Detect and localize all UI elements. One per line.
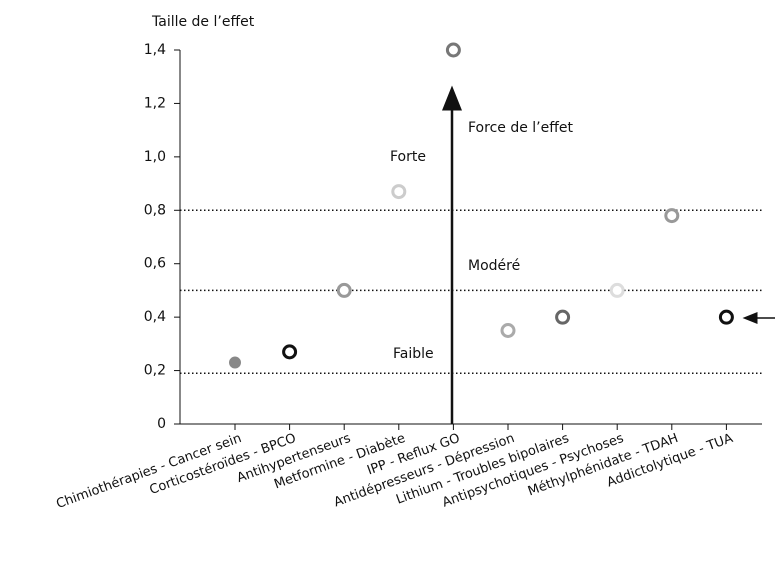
annotation: Force de l’effet (468, 120, 573, 136)
point (718, 309, 734, 325)
point (500, 323, 516, 338)
y-tick-label: 0,2 (144, 363, 166, 379)
point (336, 282, 352, 298)
point (229, 356, 241, 369)
point (445, 42, 461, 58)
y-tick-label: 0,4 (144, 309, 166, 325)
point (664, 208, 680, 224)
y-tick-label: 1,0 (144, 149, 166, 165)
point (282, 344, 298, 360)
y-axis-label: Taille de l’effet (151, 14, 255, 30)
y-tick-label: 0,6 (144, 256, 166, 272)
annotation: Modéré (468, 258, 520, 274)
point (391, 184, 407, 200)
y-tick-label: 0,8 (144, 202, 166, 218)
annotation: Forte (390, 149, 426, 165)
y-tick-label: 1,4 (144, 42, 166, 58)
point (555, 309, 571, 325)
y-tick-label: 0 (157, 416, 166, 432)
annotation: Faible (393, 346, 434, 362)
point (609, 282, 625, 298)
y-tick-label: 1,2 (144, 95, 166, 111)
